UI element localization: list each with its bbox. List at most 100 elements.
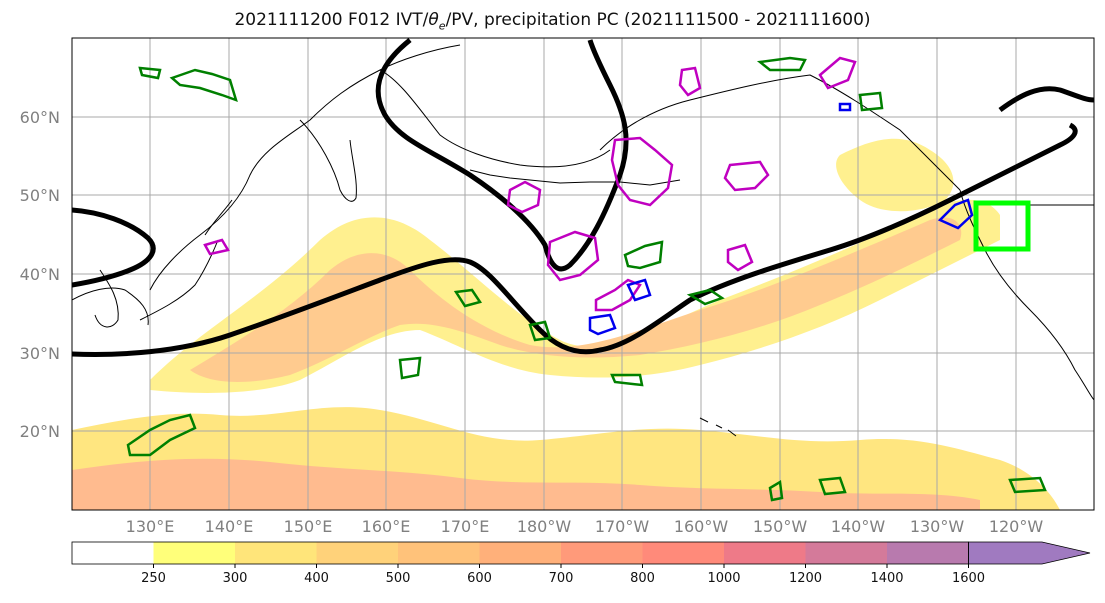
- pv-green-8: [756, 56, 807, 72]
- pv-mag-9: [678, 66, 702, 97]
- coast-kamchatka: [299, 119, 357, 202]
- colorbar-label: 1000: [707, 571, 740, 586]
- coast-alaska: [599, 74, 961, 191]
- title-sub-e: e: [438, 19, 446, 33]
- pv-mag-6: [594, 278, 642, 312]
- lon-label: 150°E: [284, 517, 333, 536]
- coast-bering: [379, 69, 611, 168]
- colorbar-segment: [316, 542, 398, 564]
- pv-green-contours: [126, 56, 1047, 502]
- colorbar-segment: [887, 542, 969, 564]
- title-rest: /PV, precipitation PC (2021111500 - 2021…: [445, 10, 871, 30]
- colorbar-label: 1200: [789, 571, 822, 586]
- colorbar-segment: [561, 542, 643, 564]
- lon-label: 140°E: [205, 517, 254, 536]
- colorbar-segment: [72, 542, 154, 564]
- lat-label: 60°N: [20, 108, 60, 127]
- colorbar-segment: [153, 542, 235, 564]
- ivt-band-north-core: [190, 217, 962, 382]
- pv-magenta-contours: [203, 56, 857, 312]
- pv-mag-5: [726, 243, 754, 272]
- coast-korea: [94, 269, 119, 328]
- pv-mag-2: [506, 180, 542, 214]
- lon-label: 130°W: [910, 517, 965, 536]
- precip-1: [588, 313, 617, 336]
- map-area: [72, 38, 1094, 510]
- colorbar-extend-arrow: [968, 541, 1091, 565]
- precip-2: [626, 278, 652, 302]
- theta-contour-trough: [375, 38, 629, 272]
- colorbar-label: 800: [630, 571, 655, 586]
- lat-label: 50°N: [20, 186, 60, 205]
- lon-label: 120°W: [989, 517, 1044, 536]
- colorbar-segment: [235, 542, 317, 564]
- pv-mag-4: [723, 160, 770, 192]
- theta-contour-west: [72, 207, 156, 288]
- lon-label: 160°E: [362, 517, 411, 536]
- precip-4: [838, 102, 852, 112]
- coastlines: [72, 44, 1094, 437]
- pv-green-14: [858, 91, 884, 112]
- graticule: [72, 38, 1094, 510]
- theta-contour-ne: [998, 86, 1094, 113]
- ivt-shading: [72, 138, 1060, 510]
- colorbar-label: 1600: [952, 571, 985, 586]
- pv-green-12: [1008, 476, 1047, 494]
- colorbar-label: 600: [467, 571, 492, 586]
- map-title: 2021111200 F012 IVT/θe/PV, precipitation…: [0, 10, 1105, 32]
- colorbar-label: 300: [223, 571, 248, 586]
- lon-label: 160°W: [674, 517, 729, 536]
- ivt-band-north-gulf: [836, 138, 954, 212]
- colorbar-segment: [479, 542, 561, 564]
- theta-contour-main: [72, 122, 1078, 357]
- pv-green-5: [528, 320, 552, 342]
- title-theta: θ: [428, 10, 439, 30]
- pv-mag-3: [546, 230, 600, 282]
- colorbar-label: 250: [141, 571, 166, 586]
- pv-green-2: [138, 66, 162, 80]
- lat-labels: 60°N 50°N 40°N 30°N 20°N: [20, 108, 60, 441]
- lat-label: 30°N: [20, 344, 60, 363]
- colorbar-segment: [398, 542, 480, 564]
- colorbar-label: 500: [386, 571, 411, 586]
- precip-contours: [588, 102, 974, 336]
- pv-green-6: [623, 240, 664, 270]
- colorbar-segment: [642, 542, 724, 564]
- colorbar-label: 1400: [870, 571, 903, 586]
- colorbar-label: 400: [304, 571, 329, 586]
- lon-label: 150°W: [753, 517, 808, 536]
- pv-green-3: [126, 413, 197, 457]
- map-frame: [71, 37, 1095, 511]
- colorbar-label: 700: [549, 571, 574, 586]
- lon-label: 170°W: [595, 517, 650, 536]
- colorbar-segment: [805, 542, 887, 564]
- lon-label: 180°W: [517, 517, 572, 536]
- lat-label: 20°N: [20, 422, 60, 441]
- pv-green-10: [610, 373, 644, 387]
- pv-green-1: [169, 68, 238, 103]
- lon-label: 130°E: [126, 517, 175, 536]
- pv-mag-8: [818, 56, 857, 90]
- ivt-band-north: [150, 199, 1000, 393]
- colorbar-segment: [724, 542, 806, 564]
- lat-label: 40°N: [20, 265, 60, 284]
- precip-3: [937, 198, 974, 230]
- coast-hawaii: [699, 417, 737, 437]
- pv-mag-1: [610, 136, 674, 207]
- ivt-band-south-core: [72, 458, 980, 510]
- pv-green-13: [768, 479, 784, 502]
- theta-contours: [72, 38, 1094, 357]
- pv-green-11: [818, 476, 847, 496]
- pv-mag-7: [203, 238, 230, 256]
- coast-aleutians: [469, 169, 681, 186]
- lon-label: 140°W: [831, 517, 886, 536]
- colorbar: 250 300 400 500 600 700 800 1000 1200 1400 1600: [71, 541, 1091, 586]
- target-region-box: [973, 200, 1031, 252]
- pv-green-7: [686, 288, 725, 306]
- lon-labels: 130°E 140°E 150°E 160°E 170°E 180°W 170°…: [126, 517, 1044, 536]
- title-main: 2021111200 F012 IVT/: [234, 10, 429, 30]
- pv-green-4: [453, 288, 483, 308]
- pv-green-9: [398, 356, 422, 380]
- colorbar-frame: [71, 541, 969, 565]
